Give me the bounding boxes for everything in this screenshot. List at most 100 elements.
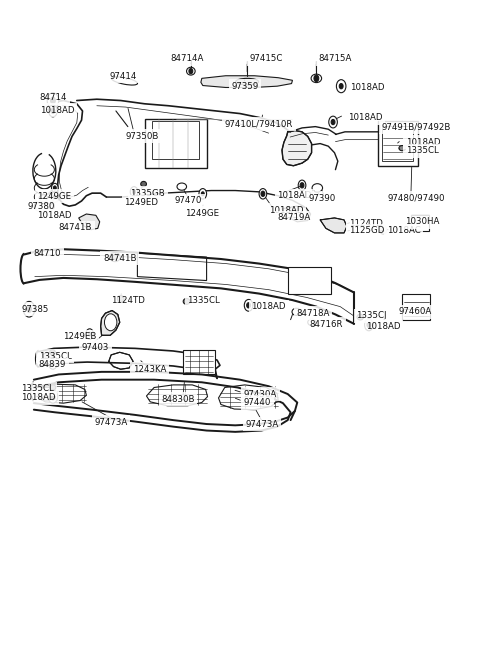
- Circle shape: [380, 225, 386, 234]
- Circle shape: [51, 361, 55, 366]
- Circle shape: [331, 119, 335, 124]
- Circle shape: [132, 190, 135, 194]
- Ellipse shape: [177, 183, 187, 190]
- Ellipse shape: [141, 181, 146, 187]
- Circle shape: [51, 183, 58, 193]
- Polygon shape: [79, 214, 100, 230]
- Circle shape: [48, 105, 57, 117]
- Ellipse shape: [49, 350, 55, 355]
- Ellipse shape: [50, 385, 56, 390]
- Circle shape: [51, 108, 55, 113]
- Ellipse shape: [39, 195, 48, 202]
- Circle shape: [48, 390, 58, 403]
- Text: 97473A: 97473A: [245, 420, 278, 428]
- Text: 97430A: 97430A: [244, 390, 277, 398]
- Text: 1018AD: 1018AD: [37, 212, 72, 221]
- Bar: [183, 350, 215, 375]
- Circle shape: [247, 303, 251, 308]
- Text: 1018AD: 1018AD: [39, 106, 74, 115]
- Text: 97403: 97403: [82, 343, 109, 352]
- Ellipse shape: [111, 77, 137, 85]
- Text: 1335CL: 1335CL: [188, 295, 220, 305]
- Ellipse shape: [357, 314, 364, 320]
- Text: 1125GD: 1125GD: [349, 227, 384, 235]
- Ellipse shape: [311, 74, 322, 83]
- Text: 97350B: 97350B: [125, 132, 159, 141]
- Text: 97491B/97492B: 97491B/97492B: [382, 122, 451, 131]
- Text: 1124TD: 1124TD: [349, 219, 383, 228]
- Circle shape: [88, 332, 91, 336]
- Circle shape: [314, 75, 319, 82]
- Circle shape: [367, 322, 371, 328]
- Polygon shape: [282, 130, 312, 166]
- Text: 97460A: 97460A: [399, 307, 432, 316]
- Circle shape: [24, 301, 35, 317]
- Text: 1018AD: 1018AD: [348, 113, 383, 122]
- Text: 1335CL: 1335CL: [38, 352, 72, 361]
- Polygon shape: [137, 253, 206, 280]
- Text: 1018AD: 1018AD: [406, 138, 441, 147]
- Text: 1335GB: 1335GB: [130, 189, 165, 198]
- Polygon shape: [201, 76, 292, 88]
- Text: 1335CL: 1335CL: [22, 384, 54, 393]
- Circle shape: [244, 299, 253, 311]
- Text: 97470: 97470: [175, 196, 202, 206]
- Circle shape: [53, 186, 56, 190]
- Polygon shape: [109, 352, 133, 369]
- Circle shape: [86, 329, 94, 339]
- Text: 97380: 97380: [28, 202, 55, 211]
- Bar: [411, 215, 429, 231]
- Bar: [144, 119, 206, 168]
- Text: 1018AD: 1018AD: [277, 191, 312, 200]
- Circle shape: [201, 192, 204, 196]
- Text: 1030HA: 1030HA: [405, 217, 440, 227]
- Circle shape: [130, 187, 138, 197]
- Polygon shape: [320, 218, 347, 233]
- Text: 84741B: 84741B: [59, 223, 92, 233]
- Circle shape: [199, 189, 206, 199]
- Text: 84719A: 84719A: [277, 214, 311, 223]
- Circle shape: [339, 84, 343, 89]
- Text: 1335CJ: 1335CJ: [357, 311, 387, 320]
- Text: 1018AC: 1018AC: [387, 227, 421, 235]
- Text: 1249EB: 1249EB: [63, 332, 97, 341]
- Text: 84710: 84710: [34, 249, 61, 257]
- Circle shape: [50, 97, 55, 103]
- Text: 97414: 97414: [109, 72, 137, 81]
- Circle shape: [51, 192, 59, 202]
- Circle shape: [48, 358, 57, 369]
- Ellipse shape: [308, 319, 315, 326]
- Text: 84830B: 84830B: [161, 395, 195, 403]
- Text: 97359: 97359: [231, 82, 258, 90]
- Polygon shape: [101, 310, 120, 335]
- Text: 97390: 97390: [309, 194, 336, 203]
- Polygon shape: [37, 384, 86, 403]
- Bar: [378, 121, 418, 166]
- Text: 84718A: 84718A: [296, 309, 330, 318]
- Text: 97440: 97440: [244, 398, 271, 407]
- Ellipse shape: [291, 211, 299, 217]
- Circle shape: [298, 180, 306, 191]
- Circle shape: [259, 189, 267, 199]
- Ellipse shape: [236, 79, 259, 85]
- Polygon shape: [42, 352, 56, 365]
- Text: 84741B: 84741B: [103, 254, 136, 263]
- Bar: [288, 267, 331, 293]
- Text: 1249GE: 1249GE: [37, 192, 72, 201]
- Text: 1243KA: 1243KA: [132, 365, 166, 374]
- Polygon shape: [218, 385, 278, 409]
- Bar: [402, 293, 430, 320]
- Ellipse shape: [110, 252, 120, 261]
- Polygon shape: [146, 385, 207, 405]
- Circle shape: [261, 191, 265, 196]
- Ellipse shape: [113, 255, 117, 259]
- Circle shape: [27, 306, 32, 312]
- Text: 97415C: 97415C: [250, 54, 283, 64]
- Bar: [382, 126, 413, 161]
- Ellipse shape: [117, 295, 124, 302]
- Circle shape: [382, 228, 384, 232]
- Text: 84715A: 84715A: [319, 54, 352, 64]
- Circle shape: [189, 69, 193, 74]
- Circle shape: [50, 394, 55, 400]
- Bar: [152, 121, 199, 159]
